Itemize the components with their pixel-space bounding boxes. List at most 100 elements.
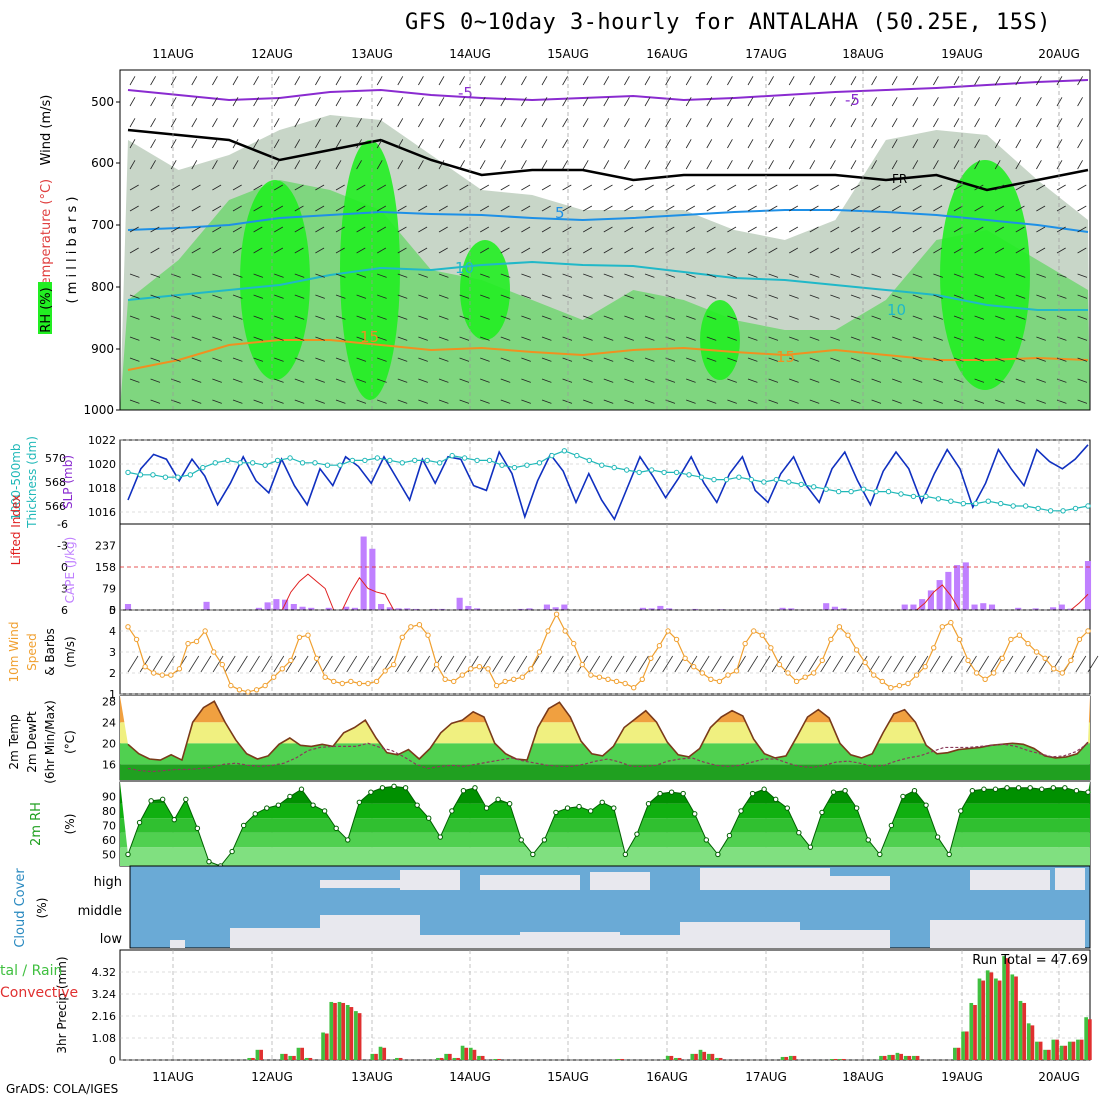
cape-bar [831,606,838,610]
wind-barb [706,160,713,170]
wind-barb [418,357,428,362]
wind-barb [273,160,280,170]
wind-speed-line-marker [613,678,620,685]
thickness-line-marker [848,488,854,495]
wind-barb [809,160,816,170]
precip-conv-bar [1088,1019,1092,1060]
contour-label: 10 [455,259,474,277]
thickness-line-marker [436,460,443,466]
surface-wind-barb [565,655,576,673]
wind-barb [335,118,342,128]
thickness-line-marker [648,467,655,473]
wind-speed-line-marker [133,636,140,643]
wind-speed-line-marker [279,666,285,672]
wind-barb [541,247,551,254]
wind-barb [129,97,136,107]
surface-wind-barb [698,655,710,673]
precip-conv-legend: Convective [0,985,78,1001]
wind-barb [541,273,552,278]
wind-barb [995,184,1005,191]
wind-speed-line-marker [708,676,714,682]
wind-barb [1036,226,1046,233]
wind-barb [377,378,387,383]
wind-barb [418,118,424,128]
surface-wind-barb [638,655,649,673]
wind-barb [727,399,737,404]
wind-barb [315,139,321,149]
wind-barb [315,118,321,128]
wind-speed-line-marker [699,670,705,676]
wind-barb [788,118,795,128]
cape-bar [823,603,830,610]
thickness-line-marker [499,462,505,468]
wind-barb [500,76,507,86]
precip-total-bar [616,1058,621,1060]
wind-barb [871,357,882,362]
rh-line-marker [680,790,686,797]
wind-barb [418,205,428,212]
surface-wind-barb [346,655,358,673]
wind-barb [603,399,614,404]
wind-barb [892,184,902,191]
cape-bar [692,608,699,610]
thickness-line-marker [973,500,979,507]
precip-conv-bar [841,1058,846,1060]
contour-label: 15 [360,328,379,346]
precip-total-bar [994,978,998,1060]
wind-barb [150,226,160,233]
thickness-line-marker [225,457,231,464]
wind-barb [418,160,424,170]
wind-barb [129,226,139,233]
wind-barb [274,184,284,191]
wind-barb [891,76,898,86]
wind-barb [809,357,820,362]
wind-barb [583,184,593,191]
wind-barb [253,118,259,128]
wind-barb [150,357,161,362]
wind-barb [830,273,840,278]
wind-barb [459,273,470,278]
wind-barb [953,76,960,86]
precip-total-bar [977,978,982,1060]
wind-barb [438,118,445,128]
precip-total-bar [911,1055,916,1060]
wind-barb [768,226,778,233]
wind-barb [356,205,366,212]
wind-barb [768,139,774,149]
precip-total-bar [452,1057,457,1060]
wind-barb [789,184,799,191]
wind-barb [933,97,939,107]
wind-barb [768,399,779,404]
wind-barb [232,336,243,341]
dewpoint-line [127,742,1089,773]
thickness-line-marker [636,469,642,476]
precip-total-bar [961,1031,965,1060]
wind-barb [706,97,713,107]
minus5-contour [127,79,1089,102]
wind-barb [1056,247,1066,254]
rh-line-marker [1073,787,1080,794]
thickness-line-marker [773,476,780,483]
precip-conv-bar [710,1053,715,1060]
wind-barb [850,76,857,86]
precip-conv-bar [382,1047,387,1060]
rh-line-marker [1062,785,1068,791]
thickness-line-marker [935,496,942,502]
plus5-contour [127,209,1089,233]
wind-barb [397,226,407,233]
cape-bar [666,608,673,610]
rh-line-marker [784,805,790,811]
wind-barb [459,76,465,86]
wind-barb [1077,205,1087,212]
precip-total-bar [838,1058,842,1060]
wind-barb [850,118,857,128]
contour-label: 5 [555,204,565,222]
wind-speed-line-marker [733,668,740,674]
wind-barb [500,378,511,383]
thickness-line-marker [349,457,356,464]
surface-wind-barb [127,655,139,673]
wind-barb [912,336,923,341]
wind-barb [809,118,816,128]
wind-barb [933,184,943,191]
wind-barb [212,247,222,254]
